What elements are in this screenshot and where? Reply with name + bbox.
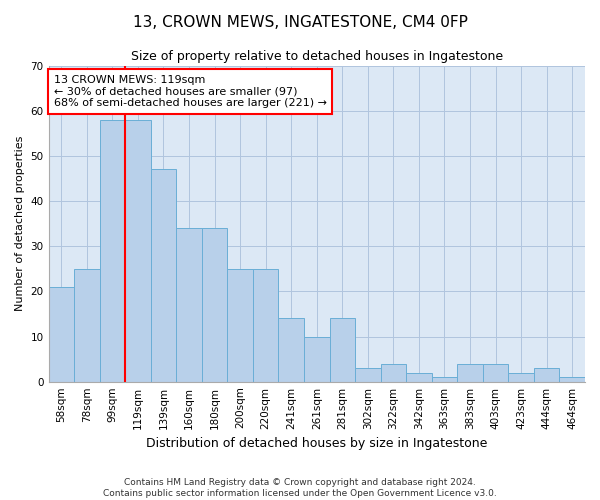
Bar — [483, 364, 508, 382]
Bar — [49, 287, 74, 382]
Bar — [380, 364, 406, 382]
Bar — [329, 318, 355, 382]
Bar — [406, 372, 432, 382]
Bar — [355, 368, 380, 382]
Text: 13, CROWN MEWS, INGATESTONE, CM4 0FP: 13, CROWN MEWS, INGATESTONE, CM4 0FP — [133, 15, 467, 30]
Bar — [304, 336, 329, 382]
Bar — [176, 228, 202, 382]
Bar — [278, 318, 304, 382]
Bar — [151, 170, 176, 382]
Text: 13 CROWN MEWS: 119sqm
← 30% of detached houses are smaller (97)
68% of semi-deta: 13 CROWN MEWS: 119sqm ← 30% of detached … — [54, 75, 327, 108]
Y-axis label: Number of detached properties: Number of detached properties — [15, 136, 25, 312]
Text: Contains HM Land Registry data © Crown copyright and database right 2024.
Contai: Contains HM Land Registry data © Crown c… — [103, 478, 497, 498]
Bar — [74, 269, 100, 382]
Title: Size of property relative to detached houses in Ingatestone: Size of property relative to detached ho… — [131, 50, 503, 63]
Bar — [202, 228, 227, 382]
Bar — [559, 377, 585, 382]
Bar — [508, 372, 534, 382]
Bar — [457, 364, 483, 382]
Bar — [100, 120, 125, 382]
Bar — [253, 269, 278, 382]
Bar — [432, 377, 457, 382]
Bar — [227, 269, 253, 382]
Bar — [125, 120, 151, 382]
X-axis label: Distribution of detached houses by size in Ingatestone: Distribution of detached houses by size … — [146, 437, 487, 450]
Bar — [534, 368, 559, 382]
